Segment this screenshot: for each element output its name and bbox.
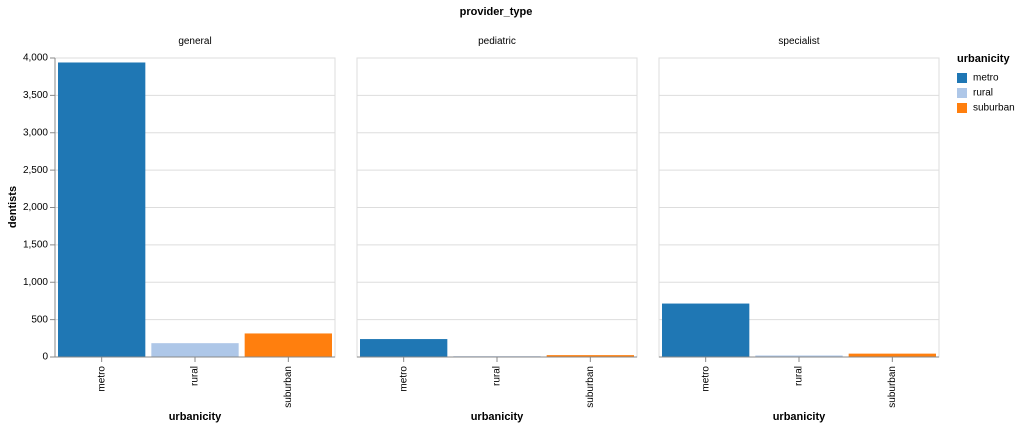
x-axis-title: urbanicity bbox=[169, 411, 222, 423]
bar-specialist-metro bbox=[662, 303, 750, 357]
x-tick-label-rural: rural bbox=[190, 366, 201, 386]
facets: general metro rural suburban urbanicity 0 500 1… bbox=[23, 36, 940, 423]
y-tick-label: 0 bbox=[42, 352, 48, 363]
legend-swatch-suburban bbox=[957, 103, 967, 113]
x-tick-label-suburban: suburban bbox=[585, 366, 596, 408]
bar-general-rural bbox=[151, 343, 239, 357]
legend: urbanicity metro rural suburban bbox=[957, 53, 1015, 114]
bar-general-metro bbox=[58, 62, 146, 358]
x-tick-label-suburban: suburban bbox=[887, 366, 898, 408]
facet-panel-specialist: specialist metro rural suburban urbanicity bbox=[658, 36, 940, 423]
facet-panel-general: general metro rural suburban urbanicity 0 500 1… bbox=[23, 36, 336, 423]
y-tick-label: 2,500 bbox=[23, 165, 48, 176]
legend-title: urbanicity bbox=[957, 53, 1010, 65]
bar-specialist-suburban bbox=[848, 353, 936, 357]
y-tick-label: 500 bbox=[31, 314, 48, 325]
facet-label-general: general bbox=[178, 36, 211, 47]
facet-panel-pediatric: pediatric metro rural suburban urbanicity bbox=[356, 36, 638, 423]
y-tick-label: 1,500 bbox=[23, 240, 48, 251]
x-axis-title: urbanicity bbox=[471, 411, 524, 423]
facet-label-pediatric: pediatric bbox=[478, 36, 516, 47]
legend-label-suburban: suburban bbox=[973, 103, 1015, 114]
facet-label-specialist: specialist bbox=[778, 36, 819, 47]
x-tick-label-rural: rural bbox=[794, 366, 805, 386]
y-axis-title: dentists bbox=[7, 186, 19, 228]
legend-swatch-rural bbox=[957, 88, 967, 98]
x-tick-label-suburban: suburban bbox=[283, 366, 294, 408]
legend-label-metro: metro bbox=[973, 73, 999, 84]
x-tick-label-rural: rural bbox=[492, 366, 503, 386]
chart-title: provider_type bbox=[460, 6, 533, 18]
bar-pediatric-suburban bbox=[546, 355, 634, 357]
legend-label-rural: rural bbox=[973, 88, 993, 99]
x-tick-label-metro: metro bbox=[700, 366, 711, 392]
legend-swatch-metro bbox=[957, 73, 967, 83]
y-tick-label: 2,000 bbox=[23, 202, 48, 213]
x-axis-title: urbanicity bbox=[773, 411, 826, 423]
bar-pediatric-metro bbox=[360, 339, 448, 357]
bar-specialist-rural bbox=[755, 355, 843, 357]
y-tick-label: 3,000 bbox=[23, 127, 48, 138]
x-tick-label-metro: metro bbox=[96, 366, 107, 392]
bar-general-suburban bbox=[244, 333, 332, 357]
y-tick-label: 3,500 bbox=[23, 90, 48, 101]
y-tick-label: 4,000 bbox=[23, 53, 48, 64]
y-tick-label: 1,000 bbox=[23, 277, 48, 288]
x-tick-label-metro: metro bbox=[398, 366, 409, 392]
